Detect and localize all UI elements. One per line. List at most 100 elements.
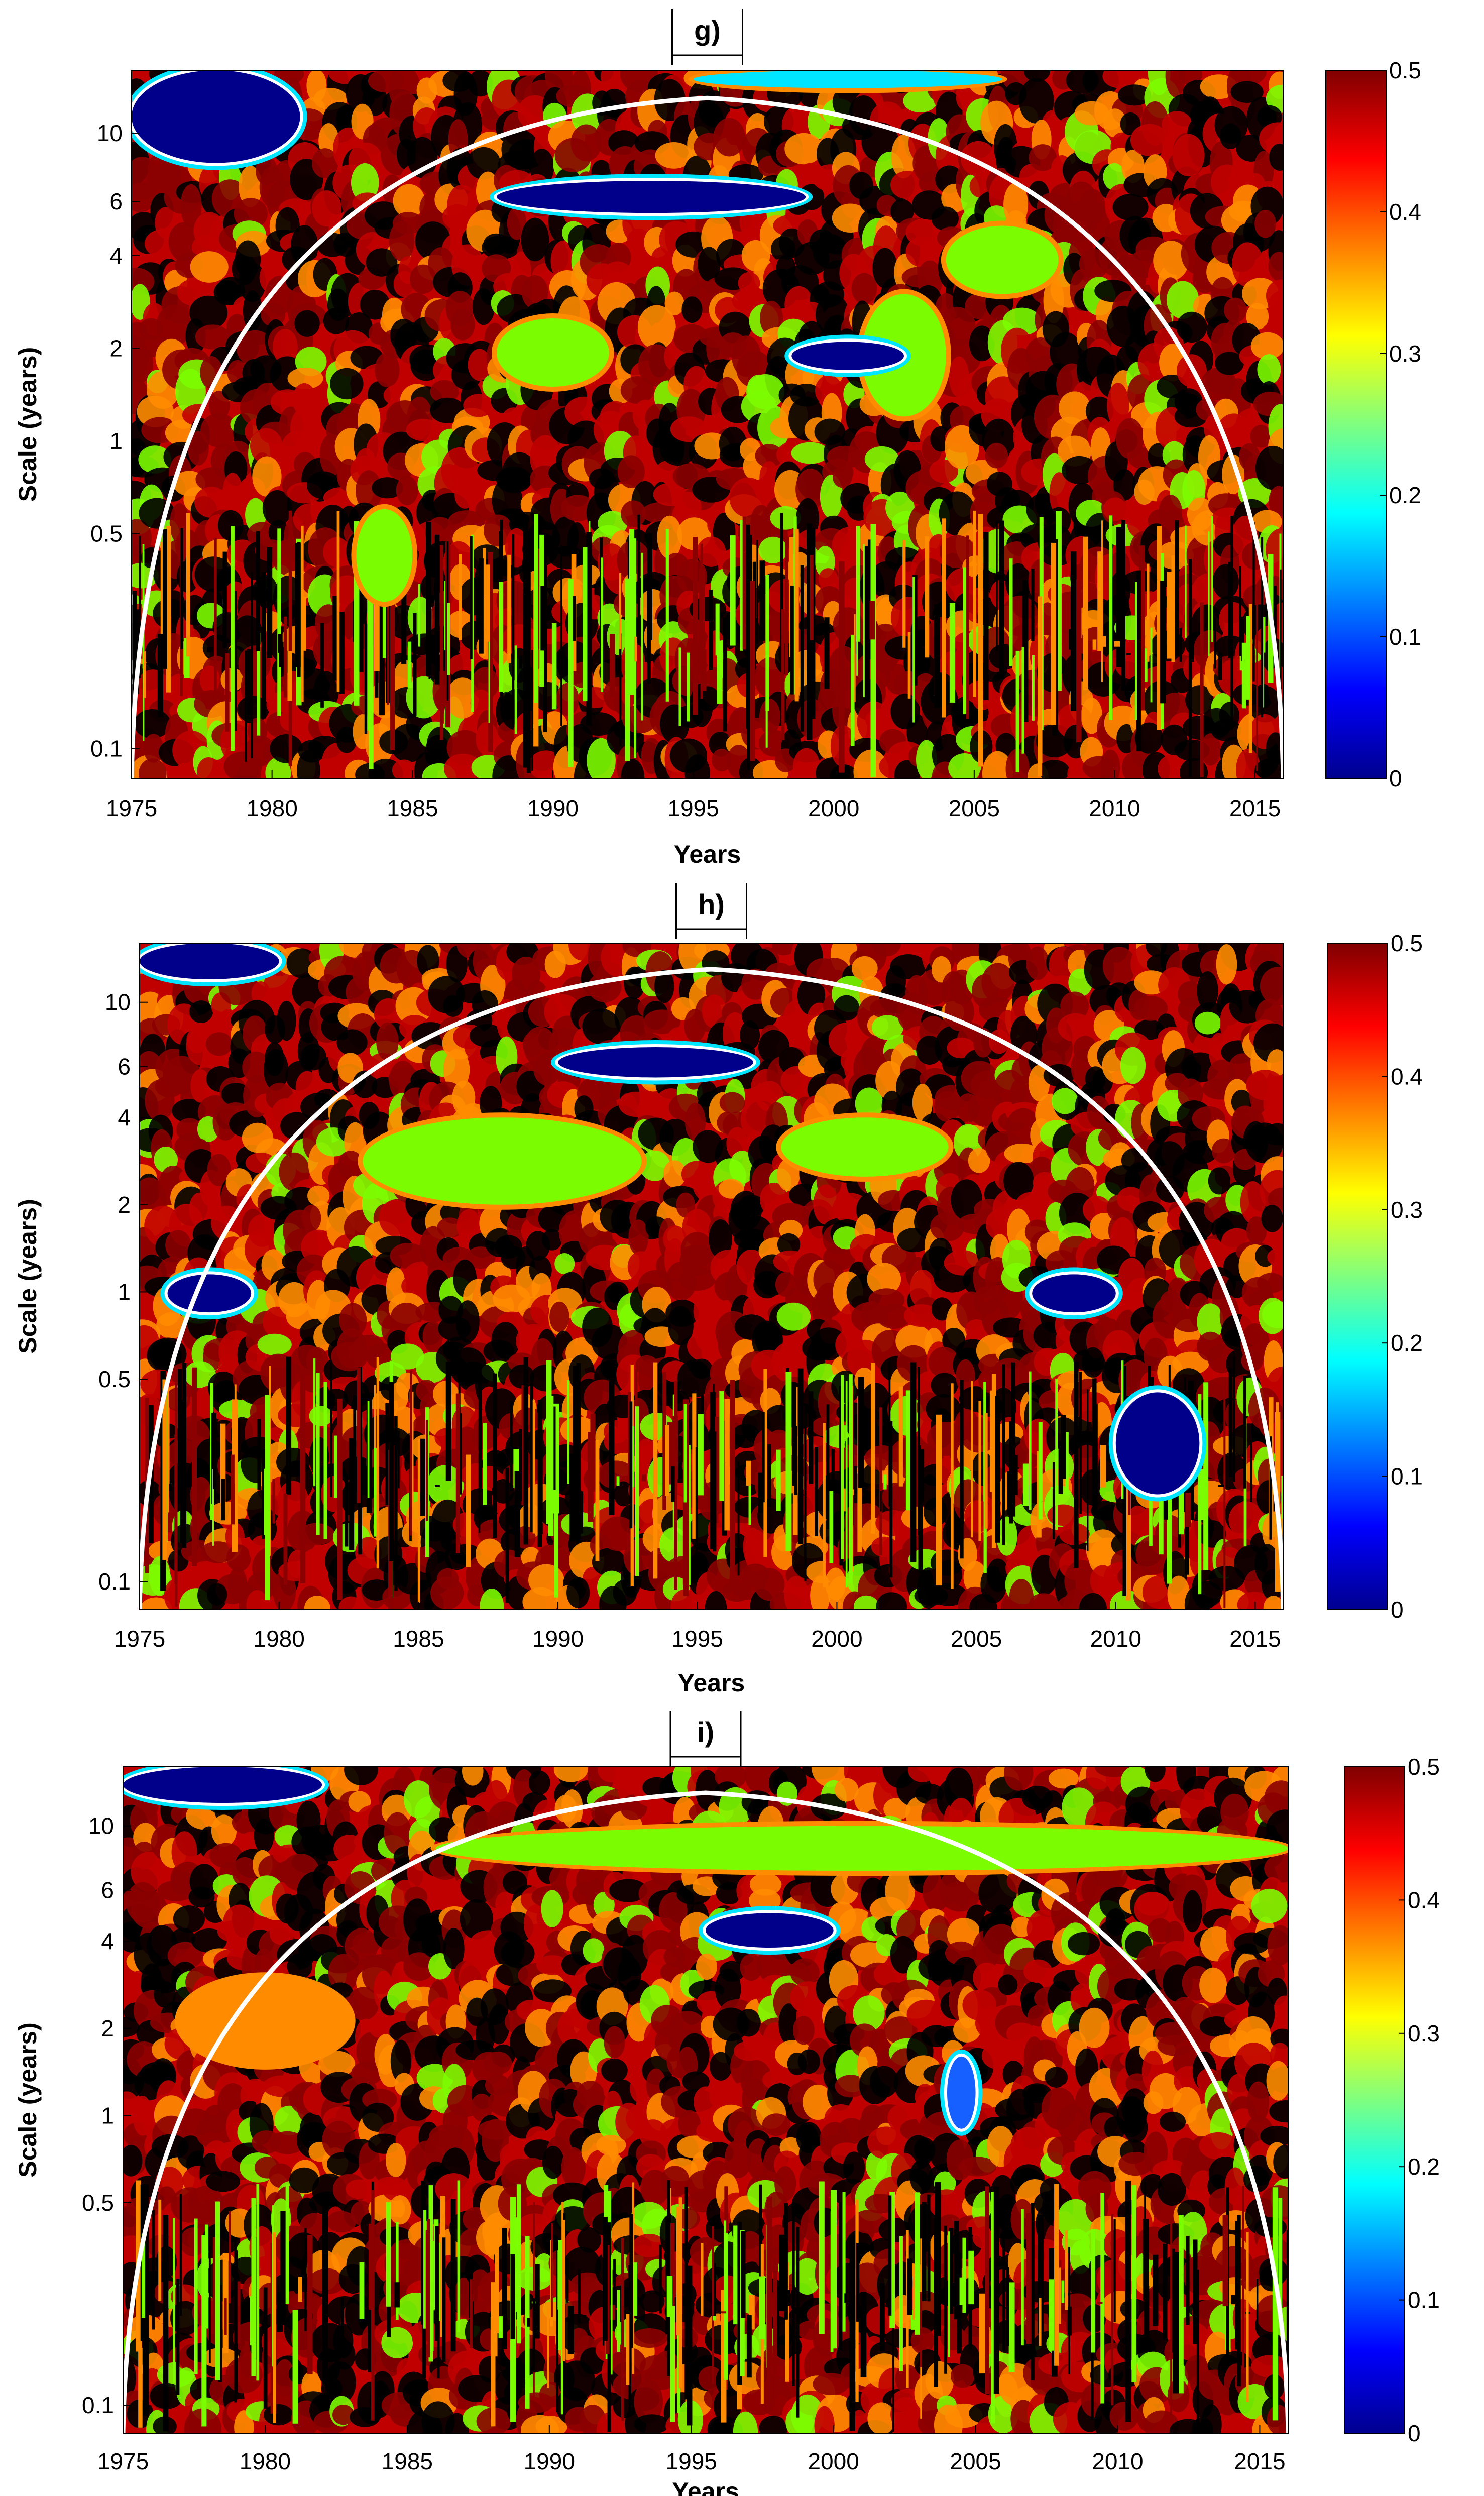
texture-cell <box>1246 1216 1267 1245</box>
small-scale-streak <box>780 513 783 646</box>
small-scale-streak <box>854 614 856 703</box>
small-scale-streak <box>1121 520 1125 691</box>
texture-cell <box>1266 732 1283 765</box>
texture-cell <box>307 1185 330 1206</box>
small-scale-streak <box>730 535 736 646</box>
small-scale-streak <box>513 1449 519 1488</box>
texture-cell <box>1257 354 1281 385</box>
region-low <box>558 1047 753 1078</box>
x-tick-label: 1980 <box>246 795 297 821</box>
small-scale-streak <box>637 514 640 645</box>
texture-cell <box>637 305 676 350</box>
texture-cell <box>221 1083 251 1106</box>
small-scale-streak <box>746 1460 751 1486</box>
texture-cell <box>1240 1181 1266 1224</box>
small-scale-streak <box>523 520 528 768</box>
texture-cell <box>663 1160 687 1188</box>
small-scale-streak <box>247 649 253 723</box>
y-tick-label: 4 <box>118 1104 131 1130</box>
plot-area <box>123 1767 1288 2433</box>
small-scale-streak <box>220 1423 226 1519</box>
texture-cell <box>168 222 199 262</box>
texture-cell <box>697 536 726 567</box>
small-scale-streak <box>642 1474 646 1482</box>
y-axis-title: Scale (years) <box>14 347 42 502</box>
small-scale-streak <box>804 1405 807 1581</box>
texture-cell <box>1081 1347 1104 1378</box>
texture-cell <box>684 1102 706 1141</box>
small-scale-streak <box>567 1380 570 1484</box>
small-scale-streak <box>1239 566 1241 656</box>
texture-cell <box>273 328 298 365</box>
small-scale-streak <box>379 514 385 716</box>
texture-cell <box>1246 303 1269 330</box>
small-scale-streak <box>447 603 450 675</box>
small-scale-streak <box>523 1357 529 1545</box>
small-scale-streak <box>543 537 547 732</box>
texture-cell <box>930 1583 967 1606</box>
texture-cell <box>968 1148 990 1173</box>
texture-cell <box>832 466 853 488</box>
small-scale-streak <box>616 1476 620 1486</box>
texture-cell <box>205 1032 233 1056</box>
texture-cell <box>928 1346 960 1378</box>
texture-cell <box>139 758 167 778</box>
texture-cell <box>599 1516 637 1551</box>
small-scale-streak <box>470 536 473 659</box>
plot-area <box>132 70 1283 778</box>
texture-cell <box>263 1306 292 1337</box>
texture-cell <box>851 956 878 981</box>
texture-cell <box>191 1928 227 1953</box>
texture-cell <box>654 970 674 1003</box>
small-scale-streak <box>389 1382 394 1561</box>
texture-cell <box>670 1589 702 1610</box>
texture-cell <box>1004 1143 1040 1164</box>
small-scale-streak <box>1241 642 1246 709</box>
region-mid <box>946 225 1059 294</box>
texture-cell <box>165 1230 191 1260</box>
small-scale-streak <box>425 1420 428 1521</box>
small-scale-streak <box>880 1491 882 1512</box>
texture-cell <box>684 754 710 778</box>
texture-cell <box>406 419 441 441</box>
small-scale-streak <box>794 1426 797 1495</box>
small-scale-streak <box>1269 1436 1272 1540</box>
texture-cell <box>376 1022 399 1061</box>
texture-cell <box>670 416 708 442</box>
small-scale-streak <box>262 1449 266 1539</box>
small-scale-streak <box>534 514 538 703</box>
texture-cell <box>713 118 745 157</box>
texture-cell <box>1038 760 1070 778</box>
small-scale-streak <box>1276 1402 1279 1482</box>
x-tick-label: 1975 <box>114 1626 165 1652</box>
texture-cell <box>566 1577 590 1608</box>
small-scale-streak <box>410 1370 412 1536</box>
small-scale-streak <box>459 554 462 640</box>
texture-cell <box>986 1558 1009 1592</box>
texture-cell <box>754 1568 785 1601</box>
small-scale-streak <box>519 655 523 669</box>
small-scale-streak <box>364 624 368 734</box>
small-scale-streak <box>551 623 557 710</box>
texture-cell <box>903 1304 939 1327</box>
small-scale-streak <box>353 1395 357 1504</box>
texture-cell <box>1226 1275 1247 1299</box>
small-scale-streak <box>488 578 490 723</box>
texture-cell <box>337 1151 364 1180</box>
small-scale-streak <box>483 548 486 656</box>
texture-cell <box>1003 1162 1034 1200</box>
texture-cell <box>468 349 491 381</box>
texture-cell <box>554 1253 575 1275</box>
texture-cell <box>587 738 616 778</box>
y-tick-label: 4 <box>109 243 123 269</box>
small-scale-streak <box>1114 641 1120 647</box>
small-scale-streak <box>629 1401 633 1529</box>
texture-cell <box>222 473 243 512</box>
small-scale-streak <box>369 526 374 769</box>
y-tick-label: 6 <box>118 1054 131 1080</box>
small-scale-streak <box>845 1381 848 1588</box>
small-scale-streak <box>1188 559 1192 777</box>
cone-of-influence <box>140 967 1283 1610</box>
texture-cell <box>1084 513 1116 558</box>
texture-cell <box>931 206 959 231</box>
